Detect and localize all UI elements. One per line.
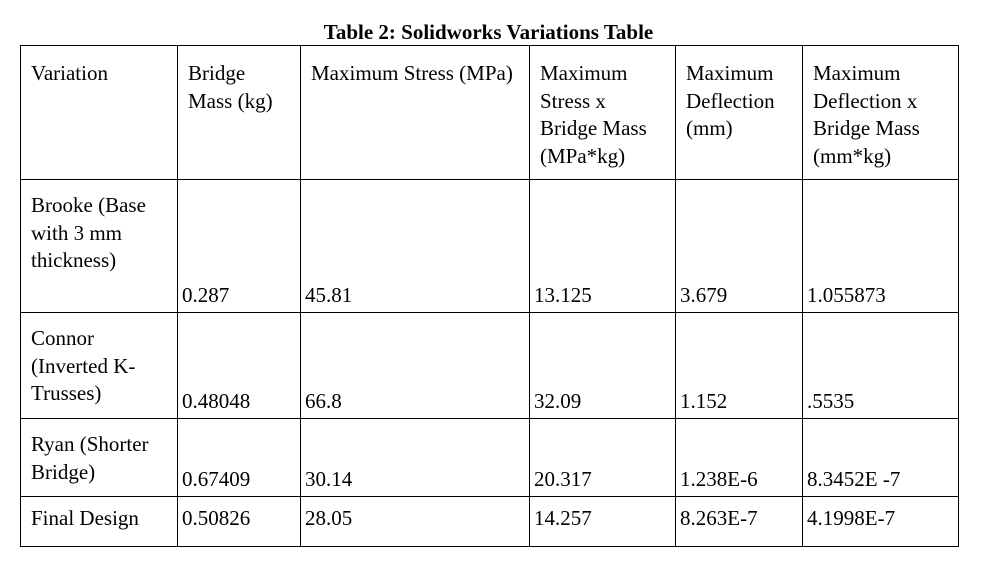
header-stress-x-mass: Maximum Stress x Bridge Mass (MPa*kg): [529, 45, 676, 180]
stress-cell: 28.05: [300, 496, 530, 547]
stress-cell: 45.81: [300, 179, 530, 313]
mass-cell: 0.67409: [177, 418, 301, 497]
header-max-stress: Maximum Stress (MPa): [300, 45, 530, 180]
header-variation: Variation: [20, 45, 178, 180]
mass-cell: 0.50826: [177, 496, 301, 547]
mass-cell: 0.48048: [177, 312, 301, 419]
table-row: Final Design 0.50826 28.05 14.257 8.263E…: [20, 496, 959, 547]
deflection-cell: 3.679: [675, 179, 803, 313]
mass-cell: 0.287: [177, 179, 301, 313]
variations-table: Variation Bridge Mass (kg) Maximum Stres…: [20, 45, 959, 547]
header-row: Variation Bridge Mass (kg) Maximum Stres…: [20, 45, 959, 180]
variation-cell: Final Design: [20, 496, 178, 547]
header-max-deflection: Maximum Deflection (mm): [675, 45, 803, 180]
deflection-cell: 1.152: [675, 312, 803, 419]
deflection-cell: 8.263E-7: [675, 496, 803, 547]
stress-mass-cell: 20.317: [529, 418, 676, 497]
table-row: Brooke (Base with 3 mm thickness) 0.287 …: [20, 179, 959, 313]
stress-cell: 66.8: [300, 312, 530, 419]
stress-mass-cell: 14.257: [529, 496, 676, 547]
deflection-mass-cell: 8.3452E -7: [802, 418, 959, 497]
table-caption: Table 2: Solidworks Variations Table: [323, 20, 654, 44]
header-bridge-mass: Bridge Mass (kg): [177, 45, 301, 180]
stress-mass-cell: 32.09: [529, 312, 676, 419]
table-row: Connor (Inverted K-Trusses) 0.48048 66.8…: [20, 312, 959, 419]
deflection-mass-cell: 4.1998E-7: [802, 496, 959, 547]
deflection-mass-cell: 1.055873: [802, 179, 959, 313]
deflection-cell: 1.238E-6: [675, 418, 803, 497]
header-deflection-x-mass: Maximum Deflection x Bridge Mass (mm*kg): [802, 45, 959, 180]
stress-mass-cell: 13.125: [529, 179, 676, 313]
stress-cell: 30.14: [300, 418, 530, 497]
deflection-mass-cell: .5535: [802, 312, 959, 419]
variation-cell: Brooke (Base with 3 mm thickness): [20, 179, 178, 313]
variation-cell: Connor (Inverted K-Trusses): [20, 312, 178, 419]
table-row: Ryan (Shorter Bridge) 0.67409 30.14 20.3…: [20, 418, 959, 497]
variation-cell: Ryan (Shorter Bridge): [20, 418, 178, 497]
